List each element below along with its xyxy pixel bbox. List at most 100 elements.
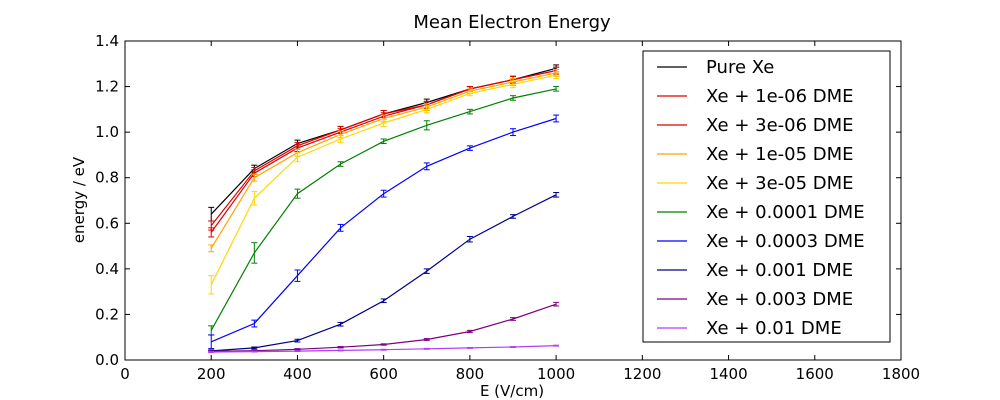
error-bar	[380, 348, 387, 351]
error-bar	[294, 188, 301, 199]
error-bar	[510, 80, 516, 89]
legend: Pure Xe Xe + 1e-06 DME Xe + 3e-06 DME Xe + …	[642, 50, 891, 343]
error-bar	[208, 334, 215, 350]
error-bar	[466, 236, 473, 243]
error-bar	[294, 338, 301, 343]
y-tick-label: 0.2	[95, 305, 119, 323]
error-bar	[337, 321, 344, 327]
error-bar	[380, 138, 387, 145]
x-tick-label: 600	[369, 365, 398, 383]
legend-item: Xe + 0.003 DME	[657, 289, 853, 310]
legend-item: Xe + 3e-05 DME	[657, 173, 854, 194]
error-bar	[510, 346, 516, 348]
x-tick-label: 800	[456, 365, 485, 383]
legend-item: Xe + 1e-06 DME	[657, 86, 854, 107]
error-bar	[337, 349, 344, 352]
error-bar	[208, 351, 215, 353]
error-bar	[423, 120, 430, 131]
error-bar	[423, 347, 430, 350]
error-bar	[251, 242, 258, 264]
error-bar	[294, 350, 301, 353]
series-7	[208, 114, 560, 350]
legend-label: Pure Xe	[706, 57, 774, 78]
error-bar	[337, 223, 344, 232]
error-bar	[510, 317, 516, 321]
y-tick-label: 0.0	[95, 351, 119, 369]
error-bar	[510, 95, 516, 101]
legend-item: Xe + 0.01 DME	[657, 318, 842, 339]
y-tick-label: 0.6	[95, 214, 119, 232]
error-bar	[294, 269, 301, 282]
x-tick-label: 1600	[796, 365, 834, 383]
error-bar	[423, 338, 430, 341]
y-tick-label: 1.0	[95, 123, 119, 141]
error-bar	[380, 298, 387, 304]
error-bar	[251, 319, 258, 328]
legend-item: Xe + 0.001 DME	[657, 260, 853, 281]
error-bar	[553, 114, 560, 123]
error-bar	[208, 275, 215, 295]
error-bar	[337, 135, 344, 143]
error-bar	[251, 190, 258, 206]
error-bar	[423, 268, 430, 274]
error-bar	[380, 343, 387, 346]
error-bar	[553, 86, 560, 92]
legend-item: Pure Xe	[657, 57, 774, 78]
legend-label: Xe + 0.001 DME	[706, 260, 853, 281]
legend-label: Xe + 3e-05 DME	[706, 173, 854, 194]
legend-label: Xe + 1e-05 DME	[706, 144, 854, 165]
error-bar	[466, 90, 473, 97]
legend-box	[642, 50, 891, 343]
series-10	[208, 344, 560, 353]
x-axis-label: E (V/cm)	[480, 382, 544, 400]
error-bar	[423, 162, 430, 171]
y-tick-label: 1.2	[95, 78, 119, 96]
legend-label: Xe + 3e-06 DME	[706, 115, 854, 136]
error-bar	[466, 329, 473, 334]
legend-item: Xe + 0.0001 DME	[657, 202, 865, 223]
y-axis-label: energy / eV	[70, 156, 88, 243]
error-bar	[380, 119, 387, 127]
series-6	[208, 86, 560, 336]
error-bar	[553, 344, 560, 347]
error-bar	[553, 192, 560, 198]
error-bar	[380, 189, 387, 198]
chart-title: Mean Electron Energy	[413, 12, 611, 33]
error-bar	[553, 71, 560, 80]
error-bar	[466, 108, 473, 115]
error-bar	[208, 227, 215, 238]
legend-item: Xe + 3e-06 DME	[657, 115, 854, 136]
legend-label: Xe + 0.0001 DME	[706, 202, 865, 223]
x-tick-label: 400	[283, 365, 312, 383]
error-bar	[553, 301, 560, 307]
error-bar	[510, 128, 516, 137]
series-9	[208, 301, 560, 353]
error-bar	[466, 145, 473, 151]
legend-item: Xe + 0.0003 DME	[657, 231, 865, 252]
y-tick-label: 0.4	[95, 260, 119, 278]
error-bar	[294, 152, 301, 163]
legend-label: Xe + 0.01 DME	[706, 318, 842, 339]
error-bar	[510, 214, 516, 219]
x-tick-label: 0	[120, 365, 130, 383]
x-tick-label: 200	[197, 365, 226, 383]
legend-label: Xe + 1e-06 DME	[706, 86, 854, 107]
error-bar	[294, 348, 301, 351]
legend-label: Xe + 0.0003 DME	[706, 231, 865, 252]
x-tick-label: 1000	[537, 365, 575, 383]
x-tick-label: 1200	[623, 365, 661, 383]
legend-label: Xe + 0.003 DME	[706, 289, 853, 310]
error-bar	[423, 105, 430, 114]
error-bar	[251, 350, 258, 353]
y-tick-label: 1.4	[95, 32, 119, 50]
legend-item: Xe + 1e-05 DME	[657, 144, 854, 165]
error-bar	[466, 346, 473, 349]
error-bar	[337, 161, 344, 167]
x-tick-label: 1400	[709, 365, 747, 383]
series-5	[208, 71, 560, 295]
error-bar	[251, 173, 258, 182]
error-bar	[251, 346, 258, 350]
x-tick-label: 1800	[882, 365, 920, 383]
